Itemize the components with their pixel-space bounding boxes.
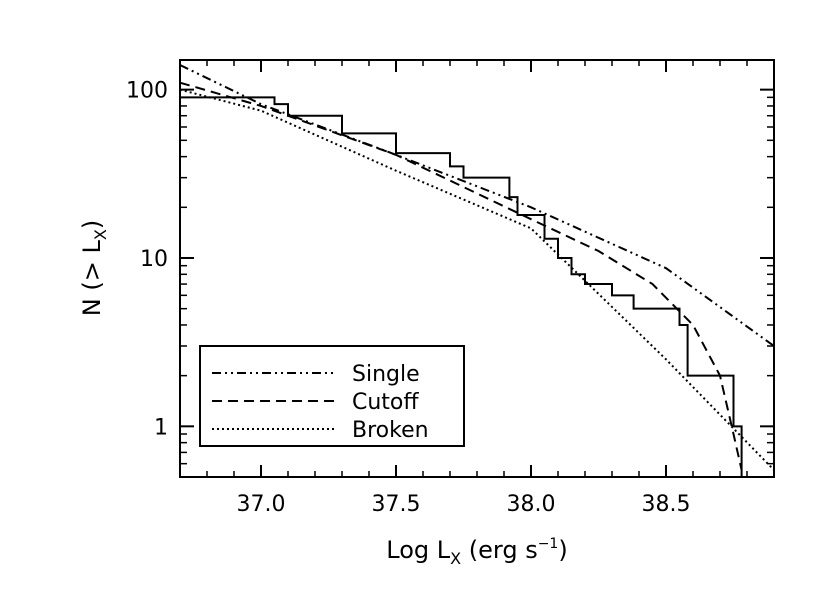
series-line-cutoff <box>180 81 743 471</box>
tick-group <box>179 60 775 477</box>
tick-label-group: 37.0 37.5 38.0 38.5 1 10 100 <box>126 79 690 517</box>
x-tick-label: 37.0 <box>237 492 286 517</box>
y-tick-label: 10 <box>140 247 168 272</box>
series-line-data <box>180 96 743 477</box>
legend-label-single: Single <box>352 362 420 387</box>
legend: Single Cutoff Broken <box>199 345 465 447</box>
y-tick-label: 100 <box>126 79 168 104</box>
x-axis-label: Log LX (erg s−1) <box>386 536 567 568</box>
series-line-single <box>180 64 774 347</box>
y-axis-label: N (> LX) <box>78 220 110 316</box>
x-tick-label: 38.0 <box>507 492 556 517</box>
x-tick-label: 37.5 <box>372 492 421 517</box>
legend-label-broken: Broken <box>352 418 429 443</box>
legend-label-cutoff: Cutoff <box>352 390 419 415</box>
y-tick-label: 1 <box>154 415 168 440</box>
series-group <box>180 64 774 477</box>
x-tick-label: 38.5 <box>642 492 691 517</box>
